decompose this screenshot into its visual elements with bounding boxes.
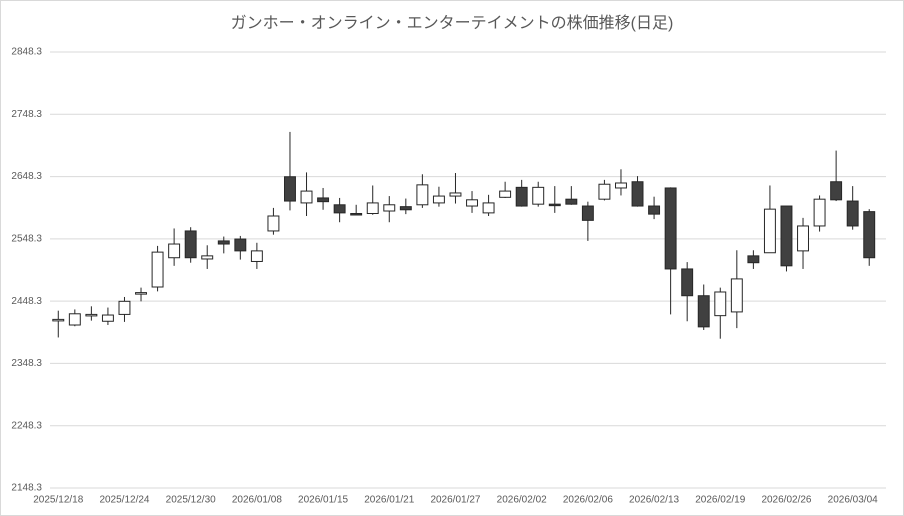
candle-body <box>416 184 429 206</box>
candle-body <box>681 268 694 297</box>
candle-body <box>846 200 859 227</box>
candle-body <box>284 176 296 202</box>
candle-body <box>85 313 98 317</box>
x-tick-label: 2026/03/04 <box>828 495 878 506</box>
candle-body <box>135 292 147 295</box>
x-tick-label: 2026/01/08 <box>232 495 282 506</box>
candle-body <box>52 318 65 322</box>
candle-body <box>432 195 445 204</box>
candle-body <box>714 291 727 317</box>
candle-body <box>482 202 495 214</box>
candle-body <box>797 225 809 252</box>
candle-body <box>101 314 114 322</box>
candle-body <box>217 240 230 245</box>
candle-body <box>532 186 545 205</box>
y-tick-label: 2748.3 <box>11 109 42 120</box>
y-tick-label: 2348.3 <box>11 358 42 369</box>
candle-body <box>813 198 826 227</box>
candle-body <box>383 204 396 212</box>
candle-body <box>598 183 611 200</box>
x-tick-label: 2026/02/19 <box>695 495 745 506</box>
candle-body <box>747 255 760 264</box>
y-tick-label: 2148.3 <box>11 483 42 494</box>
candle-body <box>730 278 743 313</box>
x-tick-label: 2026/01/21 <box>364 495 414 506</box>
candle-body <box>449 192 462 197</box>
candle-body <box>664 187 677 270</box>
candle-body <box>697 295 710 328</box>
y-tick-label: 2848.3 <box>11 47 42 58</box>
candle-body <box>830 181 843 201</box>
x-tick-label: 2025/12/18 <box>33 495 83 506</box>
chart-title: ガンホー・オンライン・エンターテイメントの株価推移(日足) <box>231 14 674 32</box>
candle-body <box>300 190 313 204</box>
candle-body <box>780 205 793 267</box>
candle-body <box>863 211 876 259</box>
candle-body <box>565 198 578 205</box>
candle-body <box>615 182 627 189</box>
x-tick-label: 2026/02/06 <box>563 495 613 506</box>
x-tick-label: 2026/01/27 <box>430 495 480 506</box>
candle-body <box>317 197 330 203</box>
y-tick-label: 2248.3 <box>11 420 42 431</box>
candle-body <box>631 181 644 207</box>
x-tick-label: 2025/12/30 <box>166 495 216 506</box>
x-tick-label: 2025/12/24 <box>99 495 149 506</box>
candle-body <box>201 255 214 260</box>
candle-body <box>184 230 197 259</box>
x-tick-label: 2026/02/26 <box>761 495 811 506</box>
x-tick-label: 2026/02/02 <box>497 495 547 506</box>
candle-body <box>151 251 164 288</box>
candle-body <box>399 206 412 211</box>
y-tick-label: 2648.3 <box>11 171 42 182</box>
candle-body <box>350 213 363 216</box>
candle-body <box>515 186 528 207</box>
candle-body <box>234 238 247 252</box>
candle-body <box>68 313 81 326</box>
candle-body <box>763 208 776 254</box>
y-tick-label: 2548.3 <box>11 233 42 244</box>
candle-body <box>168 243 181 259</box>
candle-body <box>648 205 661 215</box>
candle-body <box>466 199 478 207</box>
x-tick-label: 2026/01/15 <box>298 495 348 506</box>
candle-body <box>499 190 512 198</box>
candle-body <box>581 205 594 221</box>
candle-body <box>366 202 379 215</box>
x-tick-label: 2026/02/13 <box>629 495 679 506</box>
candle-body <box>250 250 263 262</box>
candle-body <box>333 204 346 214</box>
candle-body <box>267 215 280 232</box>
y-tick-label: 2448.3 <box>11 296 42 307</box>
candle-body <box>548 203 561 207</box>
candle-body <box>118 300 131 315</box>
